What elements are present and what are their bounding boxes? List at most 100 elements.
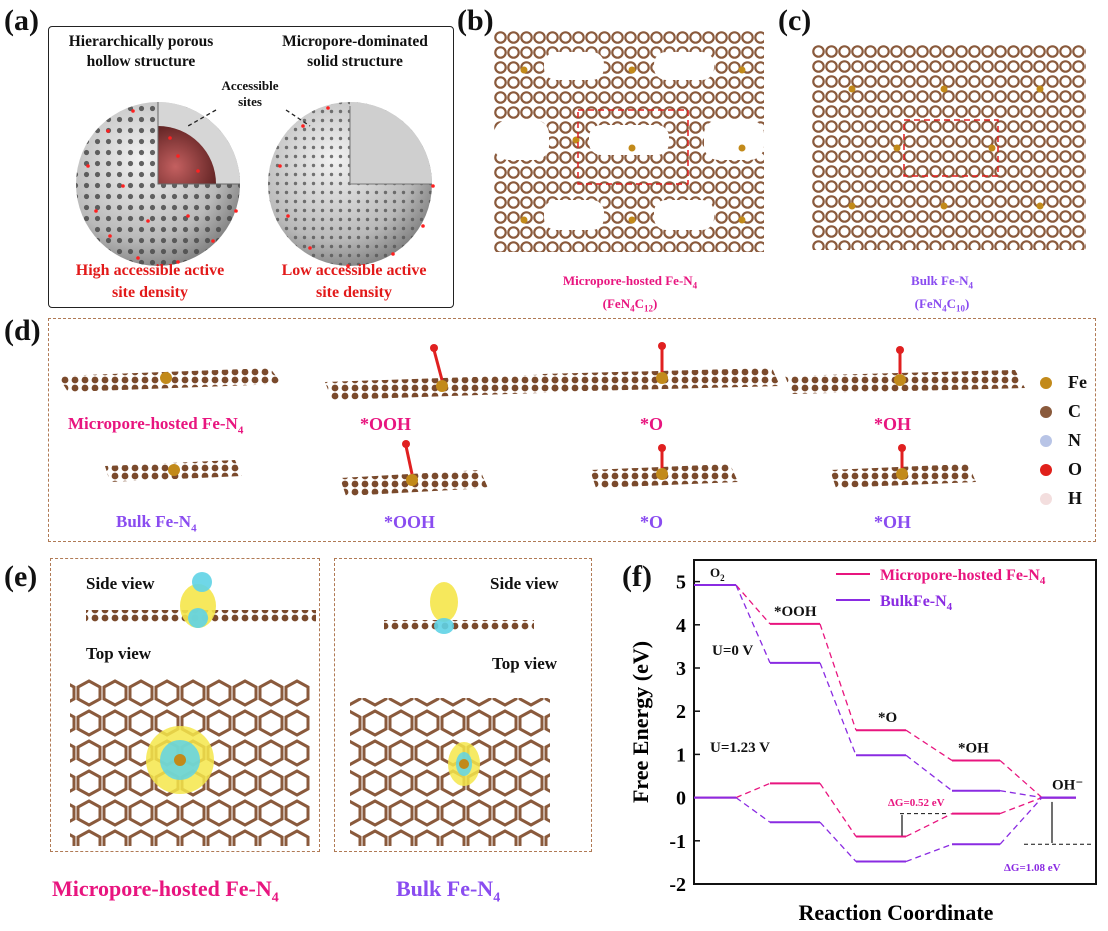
panel-e-label: (e) [4,560,38,593]
left-hollow-sphere [76,102,240,266]
accessible-sites-label: Accessible sites [205,78,295,110]
panel-a-label: (a) [4,4,39,37]
accessible-line2: sites [238,94,262,109]
micropores [494,52,764,230]
y-tick-label: 0 [676,788,686,810]
energy-connector-bulk [905,754,953,792]
energy-connector-bulk [905,843,953,863]
left-title-line1: Hierarchically porous [68,33,214,50]
d-row1-ooh: *OOH [360,414,412,434]
left-caption-line1: High accessible active [75,262,225,279]
u0-label: U=0 V [712,643,753,659]
y-axis: -2 -1 0 1 2 3 4 5 [669,572,700,896]
right-caption-line2: site density [316,284,392,301]
energy-connector-micropore [999,796,1043,815]
y-tick-label: 3 [676,658,686,680]
charge-density-maps [70,572,550,846]
panel-b-label: (b) [457,4,494,37]
panel-a-frame [48,26,454,308]
fe-atom-icon [1040,376,1052,389]
oh-label: *OH [958,740,989,756]
left-side-view [86,572,316,628]
right-title-line1: Micropore-dominated [282,33,428,50]
d-row1-label: Micropore-hosted Fe-N4 [68,414,243,436]
chart-legend: Micropore-hosted Fe-N4 BulkFe-N4 [836,567,1046,613]
panel-a-left-title: Hierarchically porous hollow structure [56,32,226,72]
d-row2-o: *O [640,512,664,532]
c-formula-b: C [946,295,956,311]
y-tick-label: 4 [676,615,686,637]
c-caption-text: Bulk Fe-N [911,273,969,288]
n-atom-icon [1040,434,1052,447]
b-formula-a: (FeN [602,295,631,311]
energy-connector-micropore [819,623,857,731]
legend-symbol: C [1068,401,1081,421]
d-row2-oh: *OH [874,512,912,532]
d-row2-ooh: *OOH [384,512,436,532]
red-active-sites [86,106,435,268]
legend-item-c: C [1040,397,1096,426]
panel-e-right-frame [334,558,592,852]
e-left-caption-text: Micropore-hosted Fe-N [52,876,272,901]
energy-connector-bulk [999,790,1043,799]
energy-connector-micropore [999,759,1043,799]
c-atom-icon [1040,405,1052,418]
b-caption-sub: 4 [692,280,698,291]
e-right-caption: Bulk Fe-N4 [396,876,500,906]
y-tick-label: -1 [669,831,686,853]
ooh-label: *OOH [774,604,817,620]
dg2-label: ΔG=1.08 eV [1004,862,1061,874]
d-row1-oh: *OH [874,414,912,434]
right-caption: Low accessible active site density [256,260,452,304]
right-solid-sphere [268,102,432,266]
left-caption: High accessible active site density [52,260,248,304]
y-tick-label: 1 [676,744,686,766]
energy-connector-bulk [735,584,771,664]
c-formula-c: 10 [955,303,965,314]
ohm-label: OH⁻ [1052,778,1083,794]
right-caption-line1: Low accessible active [281,262,427,279]
bulk-row [105,440,976,496]
d-row2-text: Bulk Fe-N [116,512,192,531]
c-formula-d: ) [964,295,970,311]
e-right-side-view: Side view [490,574,559,593]
legend-item-fe: Fe [1040,368,1096,397]
legend-symbol: N [1068,430,1081,450]
free-energy-chart: -2 -1 0 1 2 3 4 5 Free Energy (eV) Reaction Coo… [628,559,1097,925]
energy-connector-micropore [819,782,857,837]
dg1-label: ΔG=0.52 eV [888,797,945,809]
energy-connector-bulk [819,821,857,862]
left-top-view [70,678,310,846]
accessible-arrows [187,109,311,127]
panel-e-left-frame [50,558,320,852]
b-formula-d: ) [652,295,658,311]
adsorption-structures [58,342,1025,496]
legend-text-micropore: Micropore-hosted Fe-N4 [880,567,1046,587]
energy-levels [694,584,1076,863]
x-axis-label: Reaction Coordinate [799,900,994,925]
u123-label: U=1.23 V [710,740,770,756]
left-caption-line2: site density [112,284,188,301]
panel-f-label: (f) [622,560,652,593]
energy-connector-bulk [999,797,1043,845]
chart-plot-frame [693,559,1097,885]
b-caption-text: Micropore-hosted Fe-N [562,273,693,288]
panel-c-caption: Bulk Fe-N4 (FeN4C10) [911,273,973,314]
y-tick-label: 5 [676,572,686,594]
o-label: *O [878,710,897,726]
e-right-caption-sub: 4 [493,890,501,906]
panel-b-caption: Micropore-hosted Fe-N4 (FeN4C12) [562,273,698,314]
e-left-caption: Micropore-hosted Fe-N4 [52,876,279,906]
d-row1-o: *O [640,414,664,434]
bulk-unit-cell-box [903,119,999,177]
fe-atoms [520,66,746,224]
y-axis-label: Free Energy (eV) [628,641,653,803]
panel-d-frame [48,318,1096,542]
energy-connector-bulk [735,797,771,823]
porous-spheres-illustration [76,102,435,268]
energy-connector-micropore [735,782,771,799]
bulk-lattice [812,44,1086,250]
legend-symbol: Fe [1068,372,1087,392]
o-atom-icon [1040,463,1052,476]
panel-a-right-title: Micropore-dominated solid structure [265,32,445,72]
